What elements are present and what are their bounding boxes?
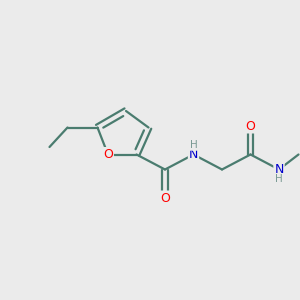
Text: N: N bbox=[274, 163, 284, 176]
Text: H: H bbox=[275, 174, 283, 184]
Text: O: O bbox=[160, 191, 170, 205]
Text: O: O bbox=[103, 148, 113, 161]
Text: H: H bbox=[190, 140, 197, 150]
Text: N: N bbox=[189, 148, 198, 161]
Text: O: O bbox=[246, 119, 255, 133]
